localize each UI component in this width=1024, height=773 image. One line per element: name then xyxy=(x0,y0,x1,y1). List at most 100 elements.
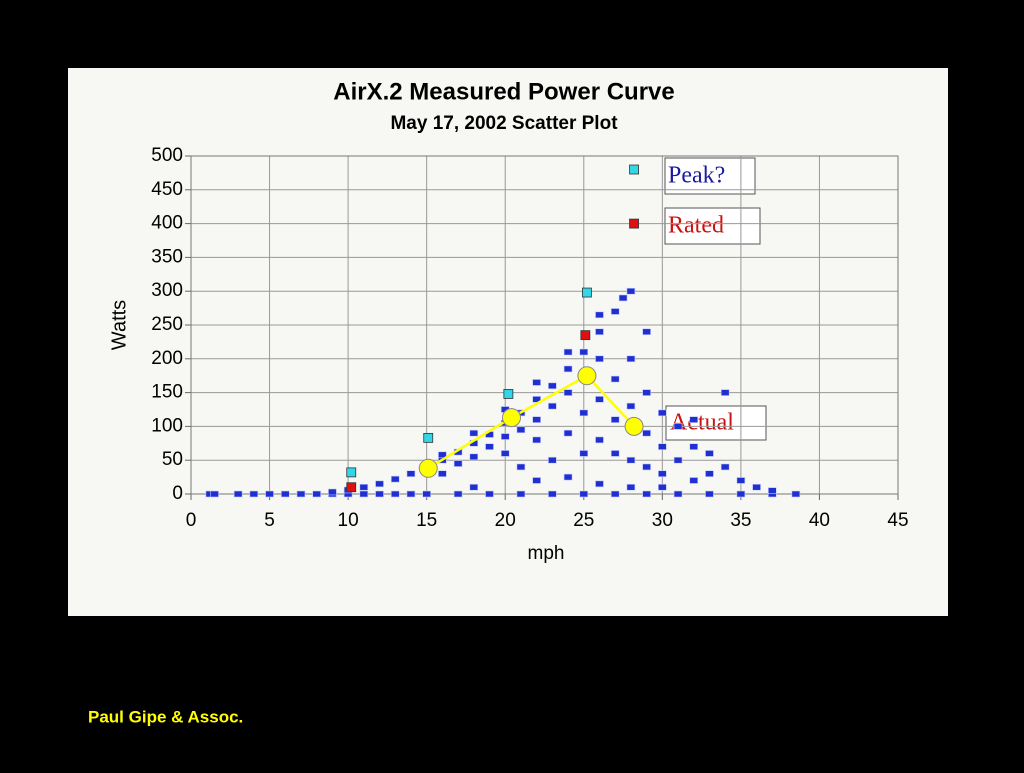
y-tick-label: 200 xyxy=(151,348,183,369)
scatter-point xyxy=(618,294,628,302)
annotation-box xyxy=(664,207,761,245)
scatter-point xyxy=(312,490,321,498)
scatter-point xyxy=(359,483,369,491)
scatter-point xyxy=(328,488,337,496)
scatter-point xyxy=(626,287,636,295)
scatter-point xyxy=(595,311,604,319)
plot-frame xyxy=(190,155,899,495)
y-tick-label: 50 xyxy=(162,449,183,470)
line xyxy=(427,374,635,470)
scatter-point xyxy=(548,456,557,464)
scatter-point xyxy=(359,490,369,498)
y-axis-label: Watts xyxy=(108,300,130,350)
scatter-point xyxy=(469,429,479,437)
marker-point xyxy=(423,432,434,443)
scatter-point xyxy=(626,355,636,363)
marker-point xyxy=(580,330,591,341)
scatter-point xyxy=(280,490,290,498)
scatter-point xyxy=(532,416,541,423)
scatter-point xyxy=(595,328,604,336)
line-point xyxy=(577,366,597,386)
annotation-box xyxy=(665,405,767,441)
scatter-point xyxy=(673,423,683,430)
y-tick-label: 350 xyxy=(151,246,183,267)
scatter-point xyxy=(689,416,699,423)
x-tick-label: 15 xyxy=(416,510,437,531)
scatter-point xyxy=(485,443,494,450)
scatter-point xyxy=(610,450,620,457)
scatter-point xyxy=(595,355,604,363)
marker-point xyxy=(582,287,592,298)
scatter-point xyxy=(626,483,636,491)
scatter-point xyxy=(210,490,219,498)
annotation: Rated xyxy=(668,213,724,239)
scatter-point xyxy=(563,473,573,481)
line-point xyxy=(624,416,644,436)
x-tick-label: 45 xyxy=(887,510,908,531)
y-tick-label: 250 xyxy=(151,314,183,335)
scatter-point xyxy=(673,456,683,464)
marker-point xyxy=(503,389,514,399)
scatter-point xyxy=(658,443,667,450)
scatter-point xyxy=(296,490,306,498)
scatter-point xyxy=(579,348,589,356)
scatter-point xyxy=(626,456,636,464)
scatter-point xyxy=(689,443,699,450)
scatter-point xyxy=(595,436,604,444)
scatter-point xyxy=(752,483,761,491)
x-tick-label: 10 xyxy=(338,510,359,531)
scatter-point xyxy=(438,470,447,478)
scatter-point xyxy=(500,433,510,440)
scatter-point xyxy=(469,453,479,461)
annotation: Peak? xyxy=(668,163,725,189)
scatter-point xyxy=(438,451,447,459)
scatter-point xyxy=(406,490,416,498)
chart-subtitle: May 17, 2002 Scatter Plot xyxy=(390,113,618,134)
scatter-point xyxy=(390,490,400,498)
scatter-point xyxy=(595,396,604,403)
scatter-point xyxy=(406,470,416,478)
y-tick-label: 500 xyxy=(151,145,183,166)
scatter-point xyxy=(548,382,557,390)
scatter-point xyxy=(595,480,604,488)
scatter-point xyxy=(563,365,573,373)
y-tick-label: 450 xyxy=(151,179,183,200)
y-tick-label: 300 xyxy=(151,280,183,301)
scatter-point xyxy=(768,487,777,494)
scatter-point xyxy=(500,450,510,457)
scatter-point xyxy=(610,490,620,498)
marker-point xyxy=(629,164,639,175)
annotation: Actual xyxy=(670,410,734,436)
scatter-point xyxy=(563,389,573,396)
x-tick-label: 5 xyxy=(264,510,275,531)
scatter-point xyxy=(265,490,274,498)
scatter-point xyxy=(610,308,620,315)
annotation-box xyxy=(664,157,756,195)
scatter-point xyxy=(485,490,494,498)
chart-panel xyxy=(68,68,948,616)
scatter-point xyxy=(422,490,431,498)
scatter-point xyxy=(516,490,526,498)
y-tick-label: 0 xyxy=(172,483,183,504)
scatter-point xyxy=(642,490,651,498)
marker-point xyxy=(346,482,357,493)
scatter-point xyxy=(658,483,667,491)
scatter-point xyxy=(453,460,463,467)
scatter-point xyxy=(736,490,746,498)
scatter-point xyxy=(579,490,589,498)
scatter-point xyxy=(626,402,636,410)
scatter-point xyxy=(658,409,667,417)
scatter-point xyxy=(673,490,683,498)
scatter-point xyxy=(642,328,651,336)
scatter-point xyxy=(610,375,620,383)
scatter-point xyxy=(610,416,620,423)
marker-point xyxy=(629,218,639,229)
x-tick-label: 0 xyxy=(186,510,197,531)
scatter-point xyxy=(375,490,384,498)
scatter-point xyxy=(720,463,730,471)
x-tick-label: 40 xyxy=(809,510,830,531)
scatter-point xyxy=(548,490,557,498)
scatter-point xyxy=(658,470,667,478)
scatter-point xyxy=(736,477,746,484)
